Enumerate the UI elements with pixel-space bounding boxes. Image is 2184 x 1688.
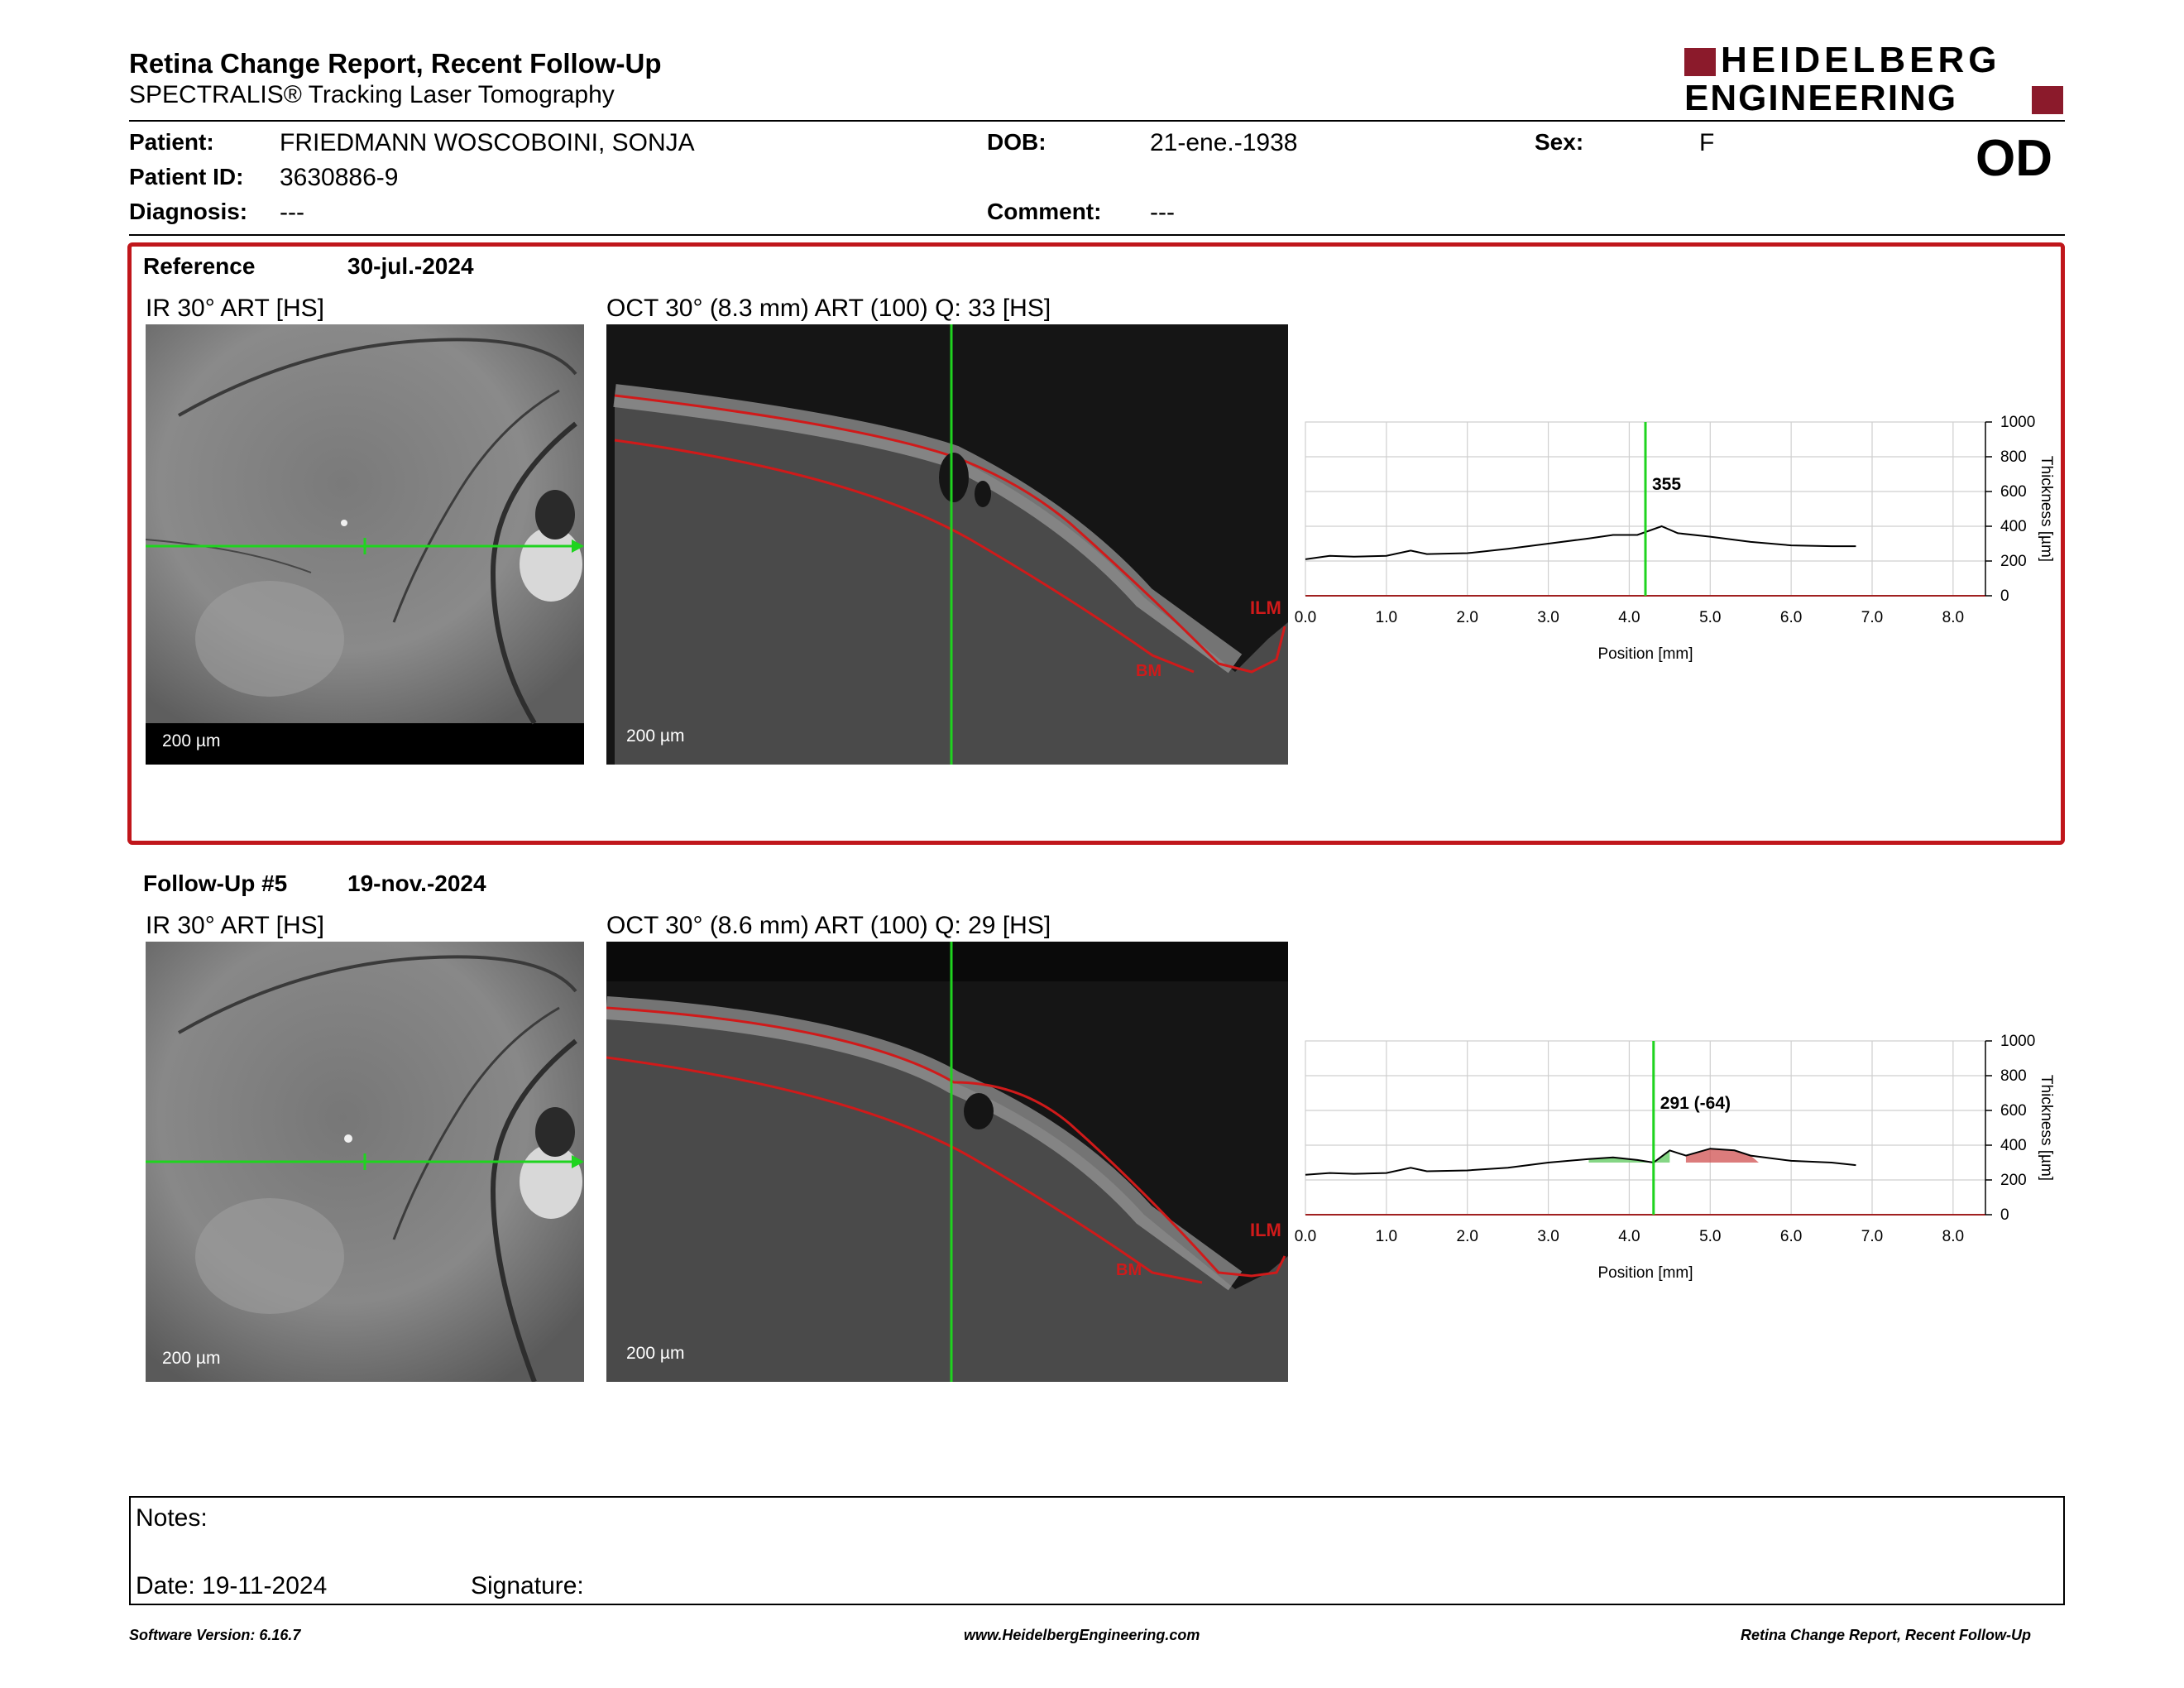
x-axis-label: Position [mm]	[1597, 645, 1693, 663]
footer-report-name: Retina Change Report, Recent Follow-Up	[1741, 1627, 2032, 1643]
x-tick-label: 3.0	[1537, 1228, 1559, 1245]
y-tick-label: 400	[2000, 1137, 2027, 1154]
x-tick-label: 1.0	[1376, 1228, 1397, 1245]
y-tick-label: 800	[2000, 448, 2027, 466]
patient-name: FRIEDMANN WOSCOBOINI, SONJA	[280, 129, 695, 156]
reference-oct-scale: 200 µm	[626, 727, 685, 746]
notes-box[interactable]	[129, 1496, 2065, 1605]
patient-id-value: 3630886-9	[280, 164, 399, 191]
thickness-decrease-area	[1685, 1149, 1759, 1163]
x-tick-label: 1.0	[1376, 609, 1397, 626]
y-tick-label: 400	[2000, 518, 2027, 535]
reference-bm-label: BM	[1136, 662, 1162, 680]
brand-mark-bottom	[2032, 86, 2063, 114]
thickness-line	[1305, 525, 1856, 560]
brand-logo: HEIDELBERG ENGINEERING	[1684, 41, 2065, 119]
followup-date: 19-nov.-2024	[347, 870, 486, 896]
x-tick-label: 4.0	[1618, 609, 1640, 626]
followup-bm-label: BM	[1116, 1261, 1142, 1279]
followup-oct-scale: 200 µm	[626, 1344, 685, 1363]
report-subtitle: SPECTRALIS® Tracking Laser Tomography	[129, 81, 615, 108]
signature-label: Signature:	[471, 1572, 584, 1599]
x-tick-label: 8.0	[1942, 609, 1964, 626]
x-axis-label: Position [mm]	[1597, 1264, 1693, 1282]
comment-label: Comment:	[987, 199, 1102, 224]
y-tick-label: 600	[2000, 1102, 2027, 1120]
y-axis-label: Thickness [µm]	[2038, 456, 2055, 562]
reference-ir-scale: 200 µm	[162, 731, 221, 750]
reference-thickness-chart[interactable]: 0.0 1.0 2.0 3.0 4.0 5.0 6.0 7.0 8.0 0 200 400 600 800…	[1291, 405, 2076, 679]
diagnosis-label: Diagnosis:	[129, 199, 248, 224]
x-tick-label: 6.0	[1780, 609, 1802, 626]
x-tick-label: 7.0	[1861, 1228, 1883, 1245]
y-tick-label: 200	[2000, 1172, 2027, 1189]
cursor-value-label: 291 (-64)	[1660, 1094, 1731, 1113]
reference-label: Reference	[143, 253, 256, 279]
x-tick-label: 7.0	[1861, 609, 1883, 626]
reference-panel	[127, 242, 2065, 845]
header-divider	[129, 120, 2065, 122]
x-tick-label: 8.0	[1942, 1228, 1964, 1245]
reference-ilm-label: ILM	[1250, 597, 1281, 618]
brand-line-2: ENGINEERING	[1684, 78, 1958, 118]
followup-ilm-label: ILM	[1250, 1220, 1281, 1240]
followup-oct-image[interactable]: ILM BM 200 µm	[606, 942, 1288, 1382]
footer-software-version: Software Version: 6.16.7	[129, 1627, 301, 1643]
x-tick-label: 4.0	[1618, 1228, 1640, 1245]
brand-mark-top	[1684, 48, 1716, 76]
y-tick-label: 0	[2000, 587, 2009, 605]
sex-value: F	[1699, 129, 1715, 156]
reference-oct-image[interactable]: ILM BM 200 µm	[606, 324, 1288, 765]
notes-label: Notes:	[136, 1504, 208, 1532]
reference-date: 30-jul.-2024	[347, 253, 474, 279]
x-tick-label: 5.0	[1699, 1228, 1721, 1245]
x-tick-label: 5.0	[1699, 609, 1721, 626]
y-tick-label: 0	[2000, 1206, 2009, 1224]
dob-label: DOB:	[987, 129, 1046, 155]
y-tick-label: 600	[2000, 483, 2027, 501]
x-tick-label: 2.0	[1457, 609, 1478, 626]
y-tick-label: 200	[2000, 553, 2027, 570]
x-tick-label: 0.0	[1295, 1228, 1316, 1245]
plot-area	[1305, 1040, 1986, 1216]
followup-ir-scale: 200 µm	[162, 1349, 221, 1368]
thickness-line	[1305, 1148, 1856, 1176]
x-tick-label: 0.0	[1295, 609, 1316, 626]
report-title: Retina Change Report, Recent Follow-Up	[129, 48, 662, 79]
followup-ir-title: IR 30° ART [HS]	[146, 912, 324, 939]
followup-ir-image[interactable]: 200 µm	[146, 942, 584, 1382]
brand-line-1: HEIDELBERG	[1721, 40, 2001, 80]
eye-indicator: OD	[1976, 130, 2052, 187]
patient-divider	[129, 234, 2065, 236]
dob-value: 21-ene.-1938	[1150, 129, 1298, 156]
diagnosis-value: ---	[280, 199, 304, 226]
footer-website-link[interactable]: www.HeidelbergEngineering.com	[964, 1627, 1200, 1643]
thickness-increase-area	[1588, 1150, 1670, 1163]
y-tick-label: 1000	[2000, 1033, 2035, 1050]
y-axis-label: Thickness [µm]	[2038, 1075, 2055, 1181]
notes-date: Date: 19-11-2024	[136, 1572, 328, 1599]
x-tick-label: 2.0	[1457, 1228, 1478, 1245]
reference-oct-title: OCT 30° (8.3 mm) ART (100) Q: 33 [HS]	[606, 295, 1051, 322]
y-tick-label: 1000	[2000, 414, 2035, 431]
cursor-value-label: 355	[1652, 475, 1681, 494]
patient-id-label: Patient ID:	[129, 164, 244, 189]
sex-label: Sex:	[1535, 129, 1584, 155]
reference-ir-image[interactable]: 200 µm	[146, 324, 584, 765]
y-tick-label: 800	[2000, 1067, 2027, 1085]
reference-ir-title: IR 30° ART [HS]	[146, 295, 324, 322]
x-tick-label: 6.0	[1780, 1228, 1802, 1245]
followup-label: Follow-Up #5	[143, 870, 288, 896]
followup-thickness-chart[interactable]: 0.0 1.0 2.0 3.0 4.0 5.0 6.0 7.0 8.0 0 200 400 600 800…	[1291, 1024, 2076, 1297]
patient-label: Patient:	[129, 129, 214, 155]
comment-value: ---	[1150, 199, 1175, 226]
x-tick-label: 3.0	[1537, 609, 1559, 626]
followup-oct-title: OCT 30° (8.6 mm) ART (100) Q: 29 [HS]	[606, 912, 1051, 939]
